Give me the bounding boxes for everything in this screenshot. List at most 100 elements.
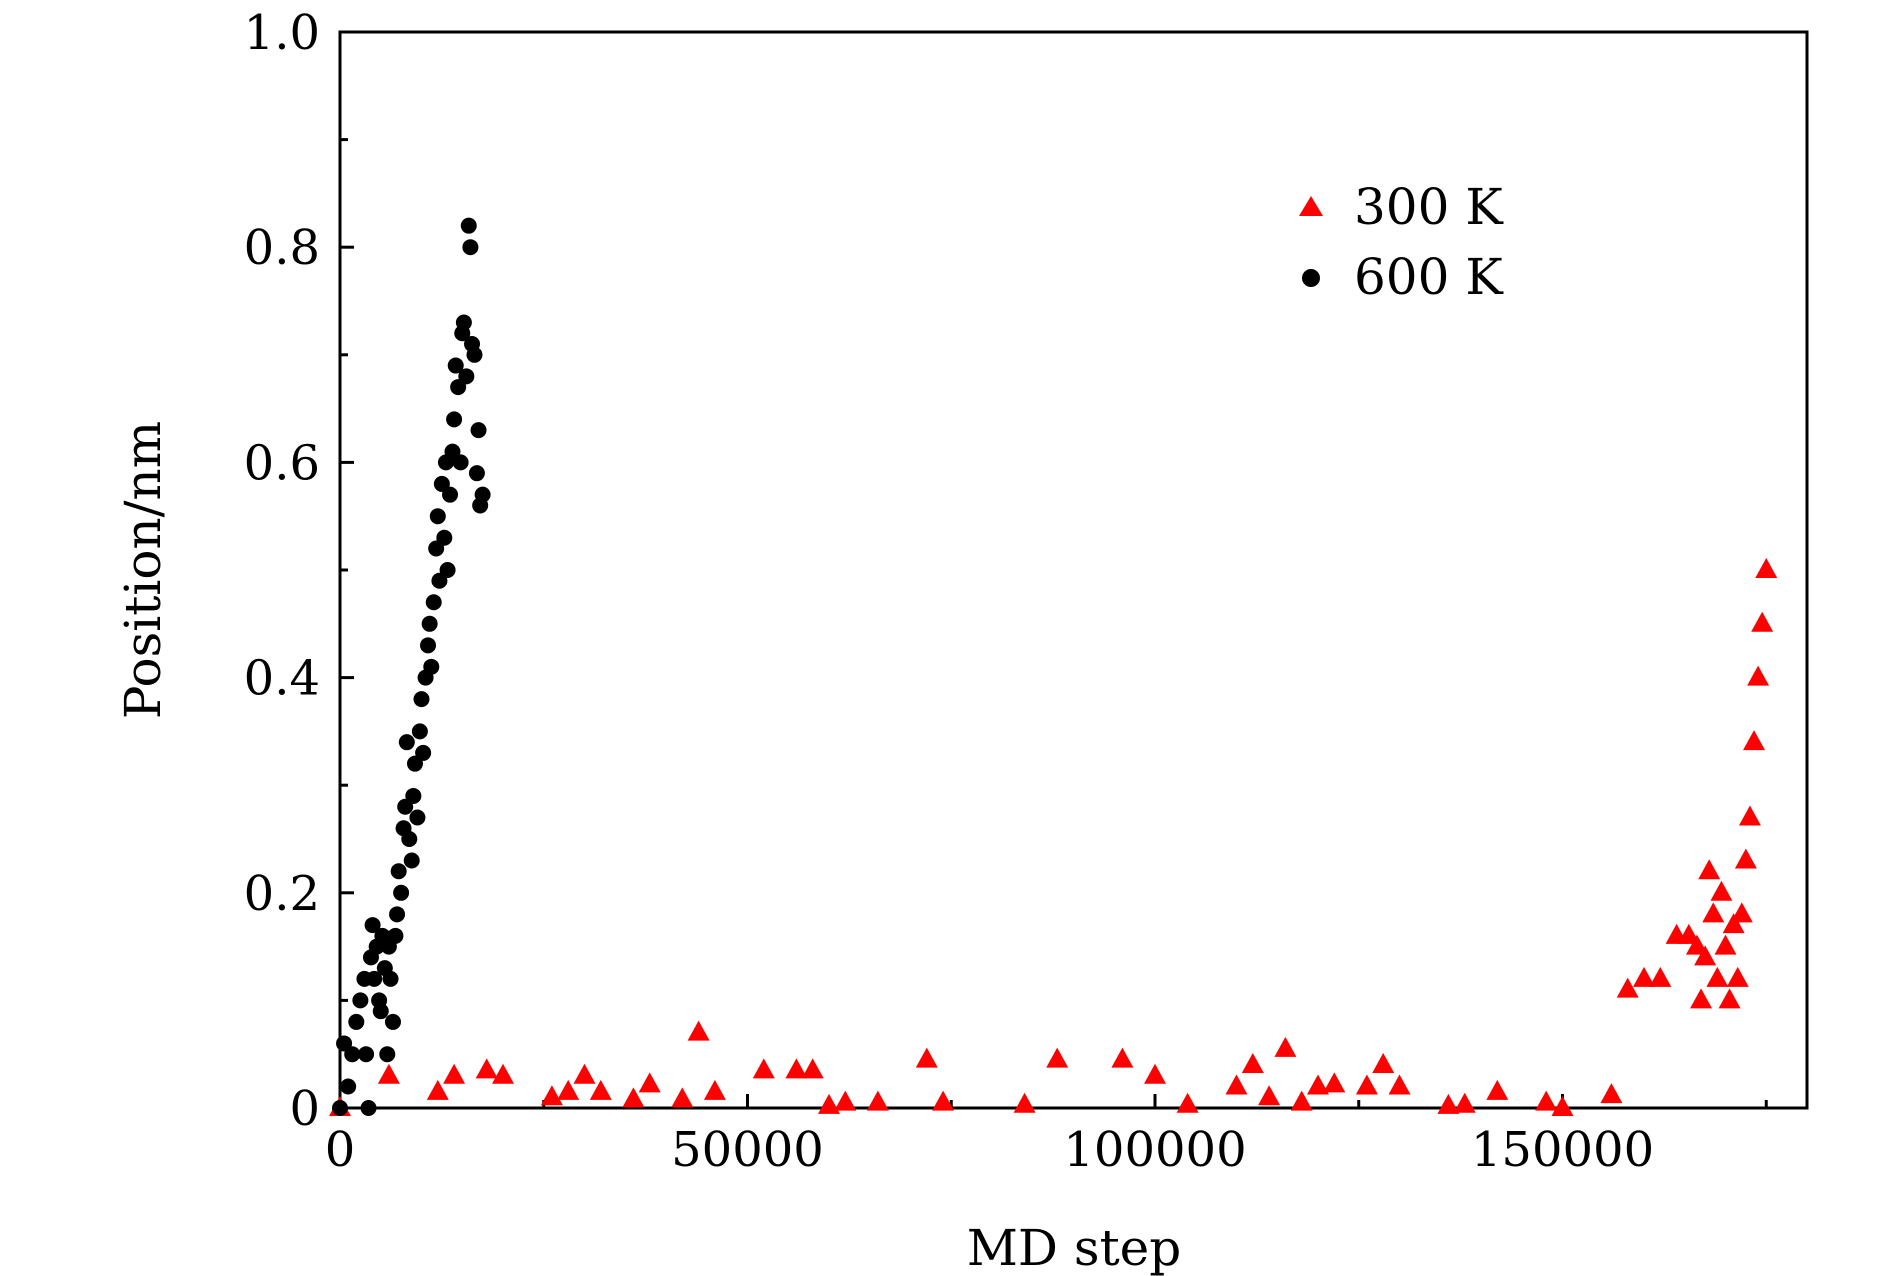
circle-point-600k [423, 658, 440, 675]
triangle-point-300k [1453, 1092, 1476, 1113]
triangle-point-300k [1743, 730, 1766, 751]
circle-point-600k [439, 562, 456, 578]
y-tick-label: 1.0 [244, 5, 320, 61]
circle-point-600k [468, 465, 485, 482]
circle-point-600k [379, 1046, 396, 1063]
circle-point-600k [421, 615, 438, 632]
triangle-point-300k [622, 1087, 645, 1108]
triangle-point-300k [671, 1087, 694, 1108]
triangle-point-300k [1702, 902, 1725, 923]
triangle-point-300k [1690, 988, 1713, 1009]
circle-point-600k [436, 529, 453, 546]
circle-point-600k [360, 1100, 377, 1116]
y-tick-label: 0 [289, 1081, 320, 1137]
y-tick-label: 0.6 [244, 435, 320, 491]
triangle-point-300k [1307, 1074, 1329, 1095]
triangle-point-300k [475, 1058, 498, 1079]
triangle-point-300k [1486, 1079, 1509, 1100]
triangle-point-300k [1274, 1036, 1297, 1057]
circle-point-600k [446, 411, 463, 428]
circle-point-600k [420, 637, 437, 654]
triangle-point-300k [1551, 1096, 1574, 1116]
triangle-point-300k [834, 1090, 857, 1111]
triangle-point-300k [1726, 966, 1749, 987]
circle-point-600k [364, 917, 381, 934]
circle-point-600k [393, 884, 410, 901]
legend-label-300k: 300 K [1354, 178, 1504, 236]
legend-marker-600k [1302, 269, 1320, 287]
triangle-point-300k [443, 1063, 466, 1084]
circle-point-600k [455, 314, 472, 331]
triangle-point-300k [492, 1063, 514, 1084]
triangle-point-300k [1734, 848, 1757, 869]
circle-point-600k [409, 809, 426, 826]
circle-point-600k [460, 217, 477, 234]
y-axis-ticks: 0 0.2 0.4 0.6 0.8 1.0 [244, 5, 354, 1137]
circle-point-600k [458, 368, 475, 385]
circle-point-600k [332, 1100, 348, 1116]
triangle-point-300k [1730, 902, 1753, 923]
triangle-point-300k [1046, 1047, 1069, 1068]
triangle-point-300k [1241, 1052, 1264, 1073]
circle-point-600k [340, 1078, 357, 1095]
triangle-point-300k [801, 1058, 824, 1079]
circle-point-600k [425, 594, 442, 611]
triangle-point-300k [752, 1058, 775, 1079]
triangle-point-300k [1747, 665, 1770, 686]
plot-frame [338, 30, 1809, 1110]
triangle-point-300k [1616, 977, 1639, 998]
triangle-point-300k [1323, 1072, 1346, 1093]
triangle-point-300k [1258, 1085, 1281, 1106]
triangle-point-300k [1388, 1074, 1411, 1095]
circle-point-600k [358, 1046, 375, 1063]
circle-point-600k [348, 1013, 365, 1030]
circle-point-600k [403, 852, 420, 869]
circle-point-600k [372, 1003, 389, 1020]
triangle-point-300k [1706, 966, 1729, 987]
triangle-point-300k [1718, 988, 1741, 1009]
y-tick-label: 0.8 [244, 220, 320, 276]
y-tick-label: 0.4 [244, 651, 320, 707]
triangle-point-300k [1013, 1092, 1036, 1113]
triangle-point-300k [1694, 945, 1717, 966]
triangle-point-300k [540, 1085, 563, 1106]
triangle-point-300k [638, 1072, 661, 1093]
triangle-point-300k [818, 1093, 840, 1114]
x-tick-label: 0 [325, 1122, 356, 1178]
triangle-point-300k [915, 1047, 938, 1068]
triangle-point-300k [1176, 1092, 1199, 1113]
triangle-point-300k [1751, 611, 1774, 632]
triangle-point-300k [1698, 859, 1721, 880]
triangle-point-300k [1738, 805, 1761, 826]
triangle-point-300k [687, 1020, 710, 1041]
triangle-point-300k [932, 1090, 955, 1111]
triangle-point-300k [1144, 1063, 1166, 1084]
triangle-point-300k [1633, 966, 1655, 987]
triangle-point-300k [1290, 1090, 1313, 1111]
legend-label-600k: 600 K [1354, 248, 1504, 306]
circle-point-600k [462, 239, 479, 256]
triangle-point-300k [557, 1079, 580, 1100]
circle-point-600k [474, 486, 491, 503]
circle-point-600k [384, 1013, 401, 1030]
circle-point-600k [466, 346, 483, 363]
circle-point-600k [366, 970, 383, 987]
triangle-point-300k [1111, 1047, 1134, 1068]
triangle-point-300k [1437, 1093, 1460, 1114]
circle-point-600k [387, 927, 404, 944]
circle-point-600k [452, 454, 469, 471]
triangle-point-300k [1649, 966, 1672, 987]
circle-point-600k [447, 357, 464, 374]
circle-point-600k [429, 508, 446, 525]
circle-point-600k [405, 787, 422, 804]
circle-point-600k [413, 691, 430, 708]
y-axis-title: Position/nm [114, 421, 172, 719]
triangle-point-300k [589, 1079, 612, 1100]
circle-point-600k [382, 970, 399, 987]
x-axis-ticks: 0 50000 100000 150000 [325, 1094, 1768, 1178]
circle-point-600k [401, 831, 418, 847]
triangle-point-300k [785, 1058, 808, 1079]
data-marks [329, 217, 1778, 1116]
triangle-point-300k [426, 1079, 449, 1100]
